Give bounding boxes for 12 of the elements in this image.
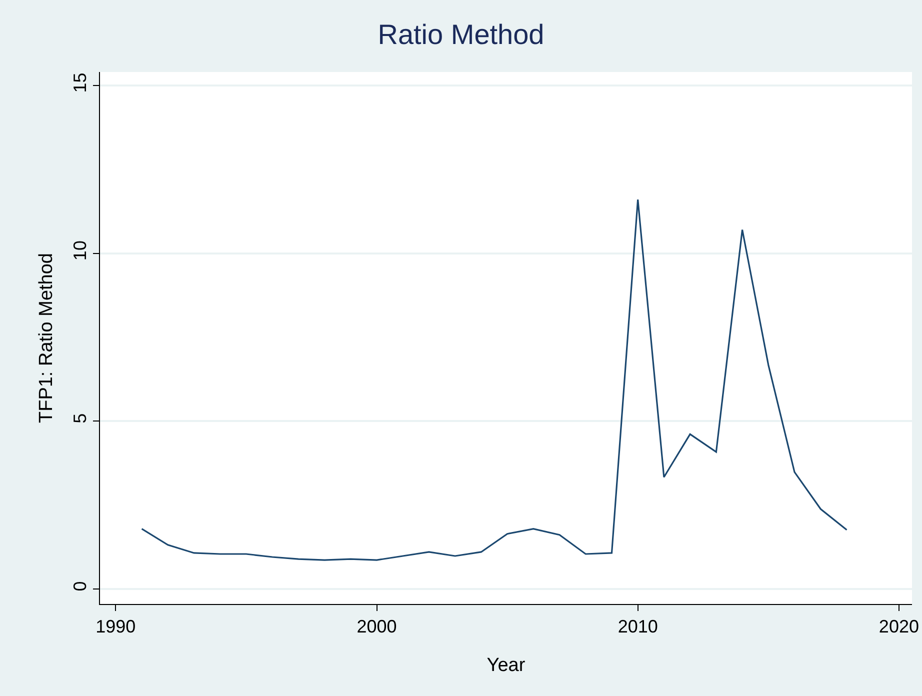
x-tick-label: 2010 bbox=[618, 616, 658, 637]
x-axis-title: Year bbox=[486, 655, 526, 676]
y-tick-label: 15 bbox=[70, 72, 90, 93]
chart-title: Ratio Method bbox=[378, 18, 544, 50]
x-tick-label: 1990 bbox=[96, 616, 136, 637]
y-tick-label: 10 bbox=[70, 240, 90, 261]
x-tick-label: 2000 bbox=[356, 616, 397, 637]
y-tick-label: 0 bbox=[70, 581, 90, 592]
x-tick-label: 2020 bbox=[878, 616, 919, 637]
line-series bbox=[140, 198, 848, 561]
y-tick-label: 5 bbox=[70, 413, 90, 424]
y-axis-title: TFP1: Ratio Method bbox=[36, 252, 57, 424]
